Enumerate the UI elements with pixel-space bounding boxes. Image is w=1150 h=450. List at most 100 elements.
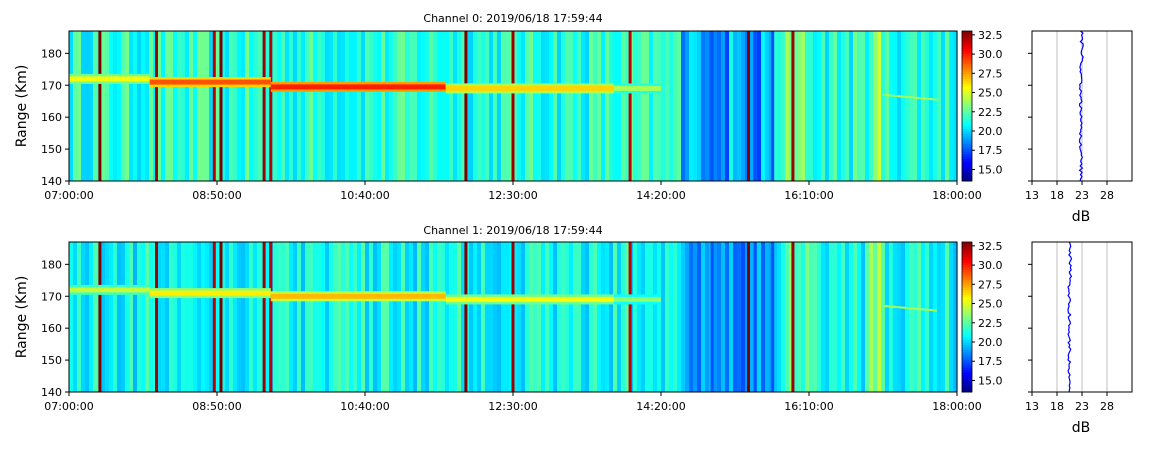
heatmap-column [677,242,682,392]
colorbar-step [962,334,972,338]
heatmap-column [749,242,754,392]
heatmap-column [725,242,730,392]
heatmap-column [161,242,166,392]
channel-0-axes: 07:00:00 08:50:00 10:40:00 12:30:00 14:20:00… [41,47,982,202]
heatmap-column [385,242,390,392]
heatmap-column [537,242,542,392]
heatmap-column [617,31,622,181]
heatmap-column [257,242,262,392]
heatmap-column [881,242,886,392]
heatmap-column [105,242,110,392]
profile-line [1067,241,1073,393]
heatmap-column [265,31,270,181]
low-echo-streak [771,31,775,181]
colorbar-step [962,36,972,39]
heatmap-column [357,31,362,181]
heatmap-column [485,242,490,392]
heatmap-column [425,242,430,392]
heatmap-column [653,242,658,392]
heatmap-column [917,31,922,181]
heatmap-column [449,242,454,392]
heatmap-column [441,242,446,392]
colorbar-step [962,359,972,363]
heatmap-column [389,31,394,181]
channel-0-heatmap [69,31,958,181]
heatmap-column [337,242,342,392]
heatmap-column [237,242,242,392]
heatmap-column [781,242,786,392]
colorbar-step [962,322,972,325]
heatmap-column [121,242,126,392]
echo-band-core [613,296,661,302]
heatmap-column [525,31,530,181]
heatmap-column [461,31,466,181]
heatmap-column [609,31,614,181]
heatmap-column [805,242,810,392]
colorbar-step [962,83,972,87]
channel-1-panel: Channel 1: 2019/06/18 17:59:44 Range (Km… [14,224,1133,436]
high-echo-streak [269,31,273,181]
heatmap-column [93,242,98,392]
heatmap-column [81,242,86,392]
echo-band-core [270,293,446,299]
colorbar-step [962,247,972,250]
heatmap-column [289,31,294,181]
colorbar-step [962,292,972,295]
heatmap-column [733,242,738,392]
heatmap-column [125,31,130,181]
y-tick-label: 160 [41,111,62,124]
heatmap-column [917,242,922,392]
heatmap-column [201,242,206,392]
heatmap-column [765,242,770,392]
profile-x-tick-label: 13 [1025,400,1039,413]
heatmap-column [569,31,574,181]
channel-1-colorbar: 15.0 17.5 20.0 22.5 25.0 27.5 30.0 32.5 [961,240,1003,393]
heatmap-column [605,242,610,392]
heatmap-column [841,242,846,392]
colorbar-step [962,279,972,283]
colorbar-step [962,121,972,124]
heatmap-column [249,31,254,181]
high-echo-streak [791,31,795,181]
heatmap-column [861,242,866,392]
colorbar-step [962,347,972,350]
heatmap-column [877,242,882,392]
heatmap-column [185,31,190,181]
colorbar-step [962,151,972,154]
heatmap-column [661,242,666,392]
heatmap-column [273,31,278,181]
low-echo-streak [753,242,757,392]
high-echo-streak [791,242,795,392]
y-tick-label: 180 [41,47,62,60]
echo-band-core [445,85,614,91]
high-echo-streak [511,31,515,181]
heatmap-column [165,242,170,392]
heatmap-column [829,31,834,181]
colorbar-step [962,389,972,393]
heatmap-column [237,31,242,181]
heatmap-column [693,242,698,392]
colorbar-step [962,98,972,102]
heatmap-column [101,31,106,181]
colorbar-step [962,254,972,258]
colorbar-step [962,163,972,167]
heatmap-column [233,242,238,392]
heatmap-column [325,242,330,392]
heatmap-column [561,31,566,181]
heatmap-column [145,31,150,181]
echo-band-core [69,76,150,82]
profile-line [1078,30,1084,182]
heatmap-column [721,31,726,181]
colorbar-step [962,168,972,172]
colorbar-step [962,61,972,64]
heatmap-column [413,242,418,392]
heatmap-column [437,31,442,181]
heatmap-column [469,31,474,181]
heatmap-column [513,242,518,392]
heatmap-column [889,242,894,392]
heatmap-column [949,31,954,181]
colorbar-step [962,344,972,348]
heatmap-column [321,31,326,181]
channel-1-axes: 07:00:00 08:50:00 10:40:00 12:30:00 14:20:00… [41,258,982,413]
heatmap-column [557,31,562,181]
